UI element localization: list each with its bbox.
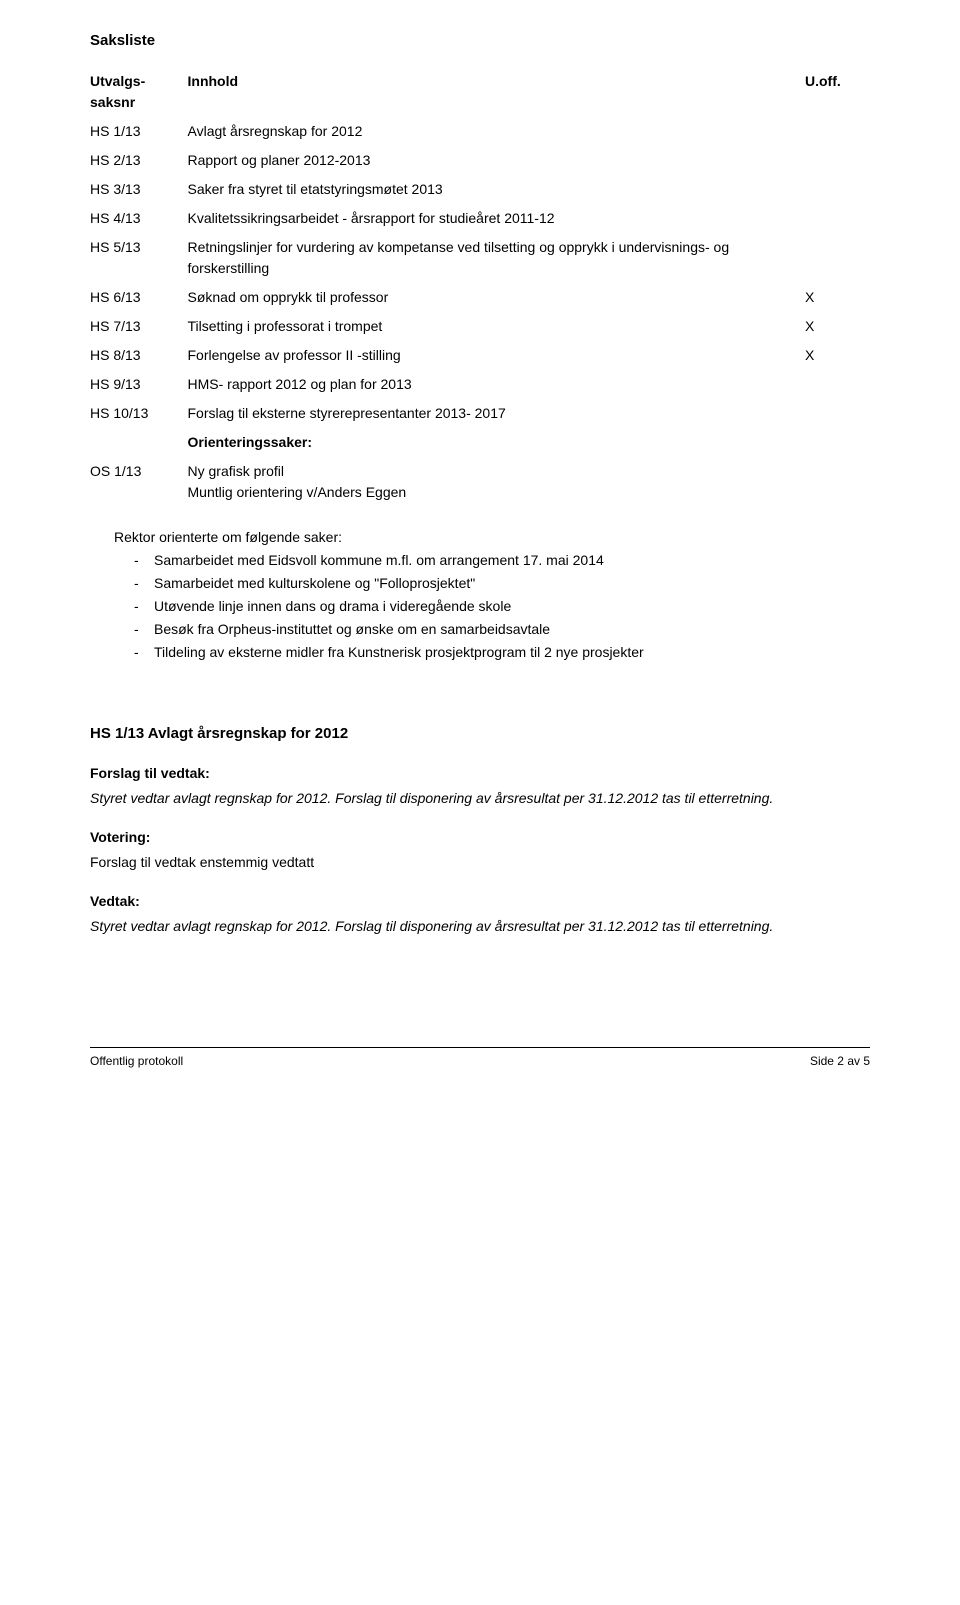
forslag-block: Forslag til vedtak: Styret vedtar avlagt…	[90, 763, 870, 809]
footer-left: Offentlig protokoll	[90, 1052, 183, 1070]
row-mark	[805, 117, 870, 146]
row-mark: X	[805, 283, 870, 312]
orienteringssaker-row: Orienteringssaker:	[90, 428, 870, 457]
votering-text: Forslag til vedtak enstemmig vedtatt	[90, 852, 870, 873]
list-item: Tildeling av eksterne midler fra Kunstne…	[134, 642, 870, 663]
row-text: Avlagt årsregnskap for 2012	[188, 117, 806, 146]
row-text: Retningslinjer for vurdering av kompetan…	[188, 233, 806, 283]
table-row: HS 1/13 Avlagt årsregnskap for 2012	[90, 117, 870, 146]
table-row: HS 5/13 Retningslinjer for vurdering av …	[90, 233, 870, 283]
table-row: HS 7/13 Tilsetting i professorat i tromp…	[90, 312, 870, 341]
row-text: Rapport og planer 2012-2013	[188, 146, 806, 175]
row-id: HS 10/13	[90, 399, 188, 428]
page-title: Saksliste	[90, 30, 870, 53]
table-header-row: Utvalgs- saksnr Innhold U.off.	[90, 67, 870, 117]
header-col2: Innhold	[188, 67, 806, 117]
header-col3: U.off.	[805, 67, 870, 117]
row-id: HS 2/13	[90, 146, 188, 175]
list-item: Samarbeidet med kulturskolene og "Follop…	[134, 573, 870, 594]
row-text: Forlengelse av professor II -stilling	[188, 341, 806, 370]
row-text: Søknad om opprykk til professor	[188, 283, 806, 312]
vedtak-label: Vedtak:	[90, 891, 870, 912]
row-id: HS 5/13	[90, 233, 188, 283]
votering-block: Votering: Forslag til vedtak enstemmig v…	[90, 827, 870, 873]
rektor-intro: Rektor orienterte om følgende saker:	[114, 527, 870, 548]
table-row: HS 2/13 Rapport og planer 2012-2013	[90, 146, 870, 175]
row-mark	[805, 233, 870, 283]
orienteringssaker-label: Orienteringssaker:	[188, 428, 806, 457]
row-id: HS 9/13	[90, 370, 188, 399]
os-text: Ny grafisk profil Muntlig orientering v/…	[188, 457, 806, 507]
table-row: HS 3/13 Saker fra styret til etatstyring…	[90, 175, 870, 204]
row-mark: X	[805, 312, 870, 341]
forslag-text: Styret vedtar avlagt regnskap for 2012. …	[90, 788, 870, 809]
os-row: OS 1/13 Ny grafisk profil Muntlig orient…	[90, 457, 870, 507]
table-row: HS 4/13 Kvalitetssikringsarbeidet - årsr…	[90, 204, 870, 233]
forslag-label: Forslag til vedtak:	[90, 763, 870, 784]
row-mark	[805, 370, 870, 399]
saksliste-table: Utvalgs- saksnr Innhold U.off. HS 1/13 A…	[90, 67, 870, 507]
row-mark	[805, 399, 870, 428]
os-id: OS 1/13	[90, 457, 188, 507]
header-col1-line2: saksnr	[90, 94, 135, 110]
row-id: HS 3/13	[90, 175, 188, 204]
list-item: Besøk fra Orpheus-instituttet og ønske o…	[134, 619, 870, 640]
row-mark	[805, 175, 870, 204]
list-item: Samarbeidet med Eidsvoll kommune m.fl. o…	[134, 550, 870, 571]
row-id: HS 6/13	[90, 283, 188, 312]
vedtak-text: Styret vedtar avlagt regnskap for 2012. …	[90, 916, 870, 937]
row-id: HS 8/13	[90, 341, 188, 370]
page-footer: Offentlig protokoll Side 2 av 5	[90, 1047, 870, 1070]
row-text: Forslag til eksterne styrerepresentanter…	[188, 399, 806, 428]
section1-heading: HS 1/13 Avlagt årsregnskap for 2012	[90, 723, 870, 746]
row-mark: X	[805, 341, 870, 370]
rektor-list: Samarbeidet med Eidsvoll kommune m.fl. o…	[114, 550, 870, 663]
table-row: HS 9/13 HMS- rapport 2012 og plan for 20…	[90, 370, 870, 399]
table-row: HS 6/13 Søknad om opprykk til professor …	[90, 283, 870, 312]
list-item: Utøvende linje innen dans og drama i vid…	[134, 596, 870, 617]
votering-label: Votering:	[90, 827, 870, 848]
row-id: HS 1/13	[90, 117, 188, 146]
header-col1: Utvalgs- saksnr	[90, 67, 188, 117]
row-id: HS 7/13	[90, 312, 188, 341]
row-text: HMS- rapport 2012 og plan for 2013	[188, 370, 806, 399]
row-text: Kvalitetssikringsarbeidet - årsrapport f…	[188, 204, 806, 233]
table-row: HS 10/13 Forslag til eksterne styrerepre…	[90, 399, 870, 428]
row-mark	[805, 146, 870, 175]
os-line1: Ny grafisk profil	[188, 463, 284, 479]
footer-right: Side 2 av 5	[810, 1052, 870, 1070]
rektor-block: Rektor orienterte om følgende saker: Sam…	[114, 527, 870, 663]
row-text: Saker fra styret til etatstyringsmøtet 2…	[188, 175, 806, 204]
header-col1-line1: Utvalgs-	[90, 73, 145, 89]
vedtak-block: Vedtak: Styret vedtar avlagt regnskap fo…	[90, 891, 870, 937]
row-text: Tilsetting i professorat i trompet	[188, 312, 806, 341]
row-id: HS 4/13	[90, 204, 188, 233]
os-line2: Muntlig orientering v/Anders Eggen	[188, 484, 407, 500]
table-row: HS 8/13 Forlengelse av professor II -sti…	[90, 341, 870, 370]
row-mark	[805, 204, 870, 233]
